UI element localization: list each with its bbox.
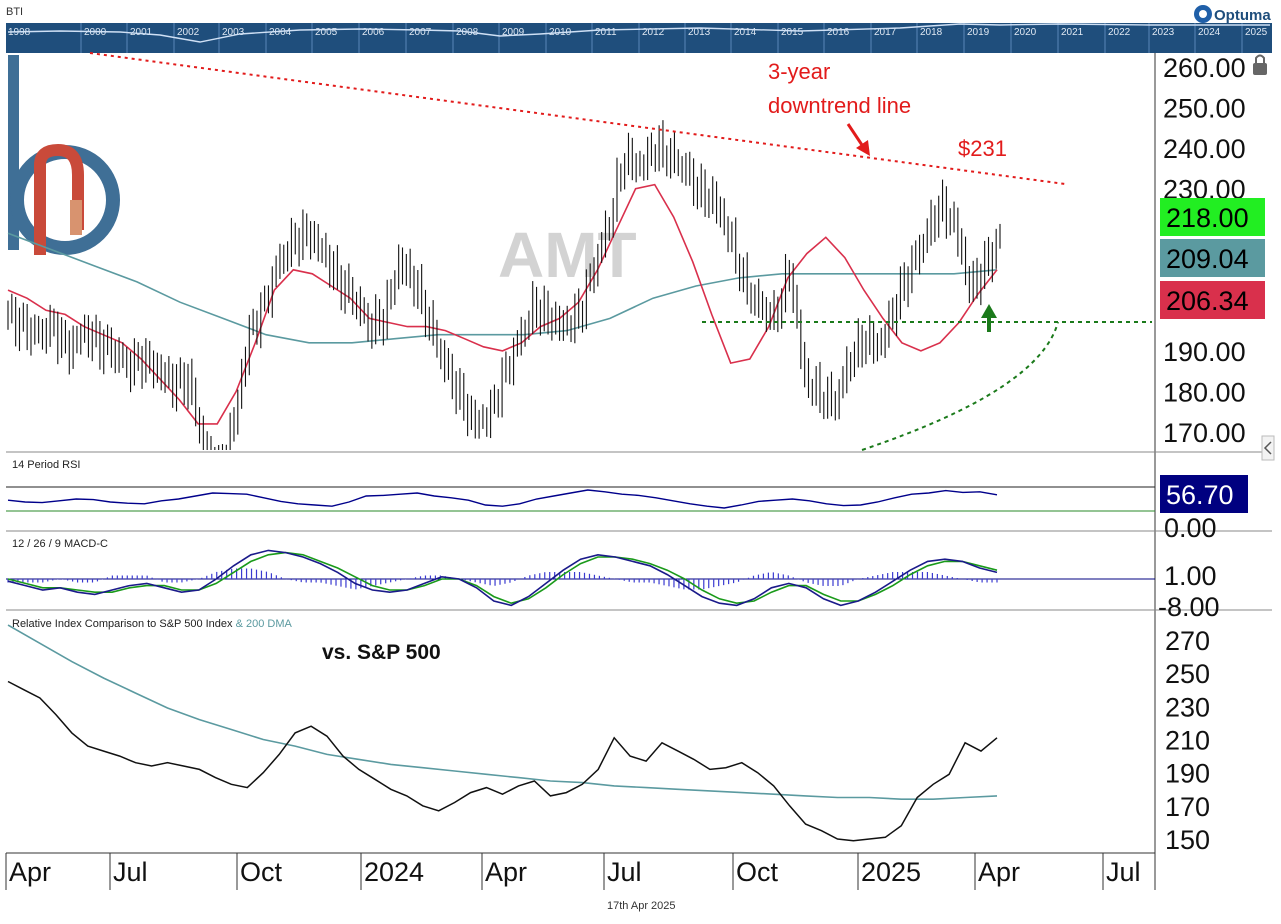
publisher-logo: [8, 55, 120, 255]
downtrend-label-line2: downtrend line: [768, 93, 911, 118]
x-tick-label: 2024: [364, 857, 424, 887]
relative-title: Relative Index Comparison to S&P 500 Ind…: [12, 618, 293, 630]
support-curve: [861, 321, 1059, 451]
navigator-year-label: 2007: [409, 27, 432, 38]
navigator-year-label: 2019: [967, 27, 990, 38]
x-tick-label: Apr: [978, 857, 1020, 887]
svg-text:56.70: 56.70: [1166, 480, 1234, 510]
x-tick-label: Apr: [485, 857, 527, 887]
rsi-value-tag: 56.70: [1160, 475, 1248, 513]
macd-signal-line: [7, 551, 998, 605]
price-tag-sma200: 209.04: [1160, 239, 1265, 277]
svg-text:206.34: 206.34: [1166, 286, 1249, 316]
x-tick-label: Jul: [113, 857, 148, 887]
navigator-year-label: 2013: [688, 27, 711, 38]
x-axis: Apr Jul Oct 2024 Apr Jul Oct 2025 Apr Jul: [5, 853, 1141, 890]
navigator-year-label: 2016: [827, 27, 850, 38]
relative-tick-label: 210: [1165, 726, 1210, 756]
optuma-logo: Optuma: [1194, 5, 1271, 24]
x-tick-label: Jul: [1106, 857, 1141, 887]
relative-tick-label: 230: [1165, 692, 1210, 722]
relative-tick-label: 170: [1165, 792, 1210, 822]
price-tag-sma50: 206.34: [1160, 281, 1265, 319]
high-price-label: $231: [958, 136, 1007, 161]
navigator-year-label: 2003: [222, 27, 245, 38]
footer-date: 17th Apr 2025: [607, 900, 676, 912]
downtrend-label-line1: 3-year: [768, 59, 830, 84]
x-tick-label: Oct: [240, 857, 283, 887]
navigator-year-label: 2000: [84, 27, 107, 38]
downtrend-line: [89, 52, 1066, 185]
navigator-year-label: 1998: [8, 27, 31, 38]
rsi-axis-tick: 0.00: [1164, 513, 1217, 543]
x-tick-label: Oct: [736, 857, 779, 887]
navigator-year-label: 2011: [595, 27, 617, 38]
navigator-year-label: 2025: [1245, 27, 1268, 38]
macd-axis-tick-upper: 1.00: [1164, 561, 1217, 591]
navigator-year-label: 2024: [1198, 27, 1221, 38]
navigator-year-label: 2022: [1108, 27, 1131, 38]
rsi-title: 14 Period RSI: [12, 459, 80, 471]
navigator-year-label: 2009: [502, 27, 525, 38]
relative-annotation: vs. S&P 500: [322, 641, 441, 664]
x-tick-label: 2025: [861, 857, 921, 887]
macd-title: 12 / 26 / 9 MACD-C: [12, 538, 108, 550]
price-ohlc-bars: [7, 120, 1001, 450]
bounce-arrow: [981, 304, 997, 332]
navigator-year-label: 2004: [269, 27, 292, 38]
navigator-year-label: 2021: [1061, 27, 1084, 38]
navigator-year-label: 2012: [642, 27, 665, 38]
chevron-left-icon[interactable]: [1261, 435, 1275, 461]
svg-text:209.04: 209.04: [1166, 244, 1249, 274]
svg-text:218.00: 218.00: [1166, 203, 1249, 233]
x-tick-label: Apr: [9, 857, 51, 887]
navigator-year-label: 2015: [781, 27, 804, 38]
navigator-year-label: 2014: [734, 27, 757, 38]
relative-tick-label: 270: [1165, 626, 1210, 656]
navigator-year-label: 2020: [1014, 27, 1037, 38]
downtrend-arrow: [846, 123, 870, 156]
price-tick-label: 190.00: [1163, 337, 1246, 367]
relative-strength-line: [7, 680, 998, 842]
navigator-year-label: 2017: [874, 27, 897, 38]
price-tick-label: 240.00: [1163, 134, 1246, 164]
price-tag-last: 218.00: [1160, 198, 1265, 236]
rsi-line: [7, 489, 998, 509]
relative-tick-label: 150: [1165, 825, 1210, 855]
relative-tick-label: 190: [1165, 759, 1210, 789]
navigator-year-label: 2023: [1152, 27, 1175, 38]
brand-label: Optuma: [1214, 7, 1271, 24]
symbol-label: BTI: [6, 6, 23, 18]
navigator-year-labels: 1998 2000 2001 2002 2003 2004 2005 2006 2007 2008…: [8, 23, 1268, 53]
macd-line: [7, 549, 998, 607]
macd-axis-tick-lower: -8.00: [1158, 592, 1220, 622]
price-tick-label: 180.00: [1163, 377, 1246, 407]
price-y-axis: 260.00250.00240.00230.00190.00180.00170.…: [1163, 53, 1246, 448]
navigator-year-label: 2002: [177, 27, 200, 38]
relative-200dma-line: [7, 624, 998, 801]
price-tick-label: 260.00: [1163, 53, 1246, 83]
price-tick-label: 170.00: [1163, 418, 1246, 448]
price-tick-label: 250.00: [1163, 94, 1246, 124]
navigator-year-label: 2006: [362, 27, 385, 38]
navigator-year-label: 2018: [920, 27, 943, 38]
navigator-year-label: 2005: [315, 27, 338, 38]
sma200-line: [7, 232, 998, 344]
navigator-year-label: 2001: [130, 27, 153, 38]
x-tick-label: Jul: [607, 857, 642, 887]
lock-icon[interactable]: [1253, 54, 1267, 76]
navigator-history-line: [7, 23, 1270, 43]
relative-tick-label: 250: [1165, 659, 1210, 689]
